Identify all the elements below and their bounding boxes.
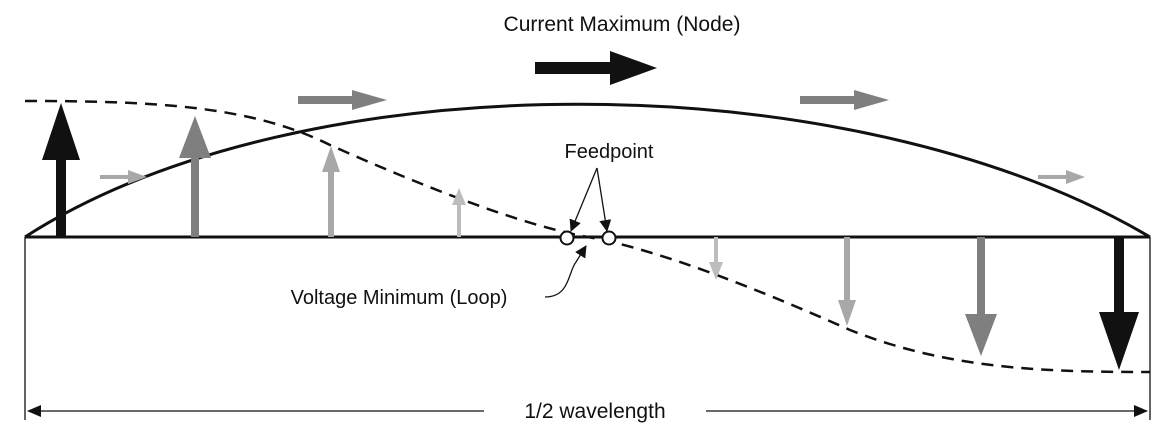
current-arrows xyxy=(100,51,1085,184)
open-circle-icon xyxy=(559,230,575,246)
current-arrow-main xyxy=(535,51,657,85)
dimension-line xyxy=(27,405,1148,417)
current-distribution-curve xyxy=(24,102,1151,239)
current-arrow-right-lower xyxy=(1038,170,1085,184)
open-circle-icon xyxy=(601,230,617,246)
voltage-minimum-label: Voltage Minimum (Loop) xyxy=(291,287,508,309)
voltage-arrow-down-large xyxy=(1099,237,1139,370)
voltage-arrow-up-large xyxy=(42,103,80,237)
voltage-arrow-up-medium xyxy=(179,116,211,237)
dimension-arrowhead-left xyxy=(27,405,41,417)
current-arrow-right-upper xyxy=(800,90,889,110)
current-maximum-label: Current Maximum (Node) xyxy=(504,13,741,36)
voltage-arrow-down-tiny xyxy=(709,237,723,280)
current-arrow-left-lower xyxy=(100,170,147,184)
voltage-arrow-up-small xyxy=(322,146,340,237)
feedpoint-leader-left xyxy=(569,167,598,232)
current-arrow-left-upper xyxy=(298,90,387,110)
voltage-arrow-up-tiny xyxy=(452,188,466,237)
voltage-minimum-leader xyxy=(544,245,587,298)
feedpoint-label: Feedpoint xyxy=(565,141,654,163)
voltage-arrow-down-small xyxy=(838,237,856,326)
voltage-arrows xyxy=(42,103,1139,370)
dimension-arrowhead-right xyxy=(1134,405,1148,417)
half-wavelength-label: 1/2 wavelength xyxy=(524,400,665,423)
feedpoint-leader-right xyxy=(596,167,612,232)
voltage-arrow-down-medium xyxy=(965,237,997,356)
